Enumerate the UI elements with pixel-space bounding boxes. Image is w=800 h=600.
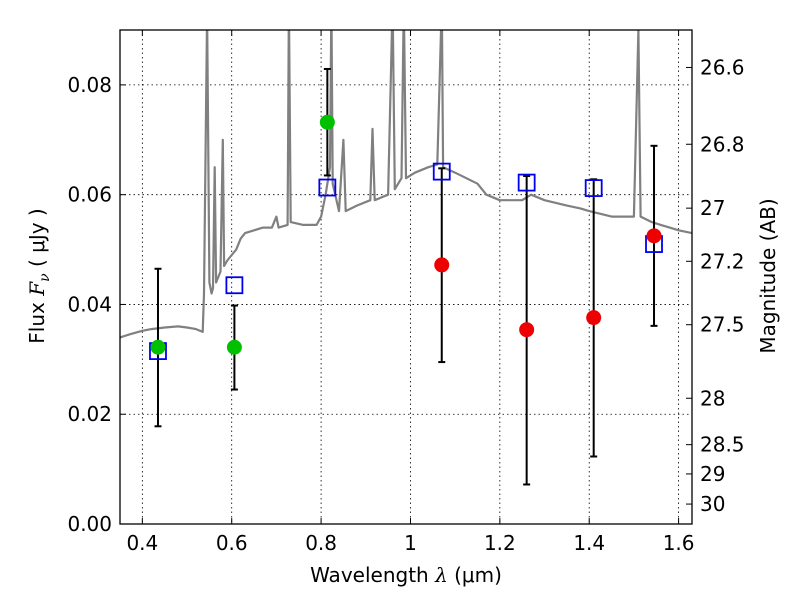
mag-tick-label: 29 [700, 462, 725, 486]
x-tick-label: 0.8 [305, 531, 337, 555]
model-square-marker [225, 276, 244, 295]
x-tick-label: 1.6 [663, 531, 695, 555]
y-tick-label: 0.06 [67, 183, 112, 207]
green-circle-marker [319, 114, 335, 130]
plot-frame [119, 29, 693, 525]
y-tick-label: 0.00 [67, 512, 112, 536]
tick-labels: 0.4 0.6 0.8 1 1.2 1.4 1.6 0.00 0.02 0.04 0.06 0.08 2… [67, 55, 744, 555]
y-tick-label: 0.04 [67, 292, 112, 316]
mag-tick-label: 26.6 [700, 55, 745, 79]
model-square-marker [517, 173, 536, 192]
y-tick-label: 0.02 [67, 402, 112, 426]
red-circle-marker [519, 322, 535, 338]
green-circle-marker [150, 339, 166, 355]
y-axis-title: Flux Fν ( μJy ) [25, 208, 53, 343]
x-axis-title: Wavelength λ (μm) [310, 563, 502, 587]
green-circle-marker [226, 339, 242, 355]
red-circle-marker [434, 257, 450, 273]
mag-tick-label: 27.2 [700, 249, 745, 273]
y-tick-label: 0.08 [67, 73, 112, 97]
mag-tick-label: 26.8 [700, 132, 745, 156]
x-tick-label: 1 [404, 531, 417, 555]
mag-tick-label: 30 [700, 492, 725, 516]
model-square-marker [432, 162, 451, 181]
model-square-marker [584, 179, 603, 197]
y-axis-right-title: Magnitude (AB) [756, 198, 780, 353]
mag-tick-label: 28.5 [700, 433, 745, 457]
red-circle-marker [586, 310, 602, 326]
x-tick-label: 0.6 [216, 531, 248, 555]
model-square-marker [318, 178, 337, 197]
mag-tick-label: 27.5 [700, 313, 745, 337]
x-tick-label: 0.4 [126, 531, 158, 555]
spectrum-line [120, 30, 692, 339]
spectrum-layer [120, 30, 692, 339]
x-tick-label: 1.2 [484, 531, 516, 555]
mag-tick-label: 27 [700, 196, 725, 220]
axis-ticks [120, 30, 692, 525]
marker-layer [149, 67, 663, 486]
mag-tick-label: 28 [700, 386, 725, 410]
red-circle-marker [646, 228, 662, 244]
x-tick-label: 1.4 [573, 531, 605, 555]
